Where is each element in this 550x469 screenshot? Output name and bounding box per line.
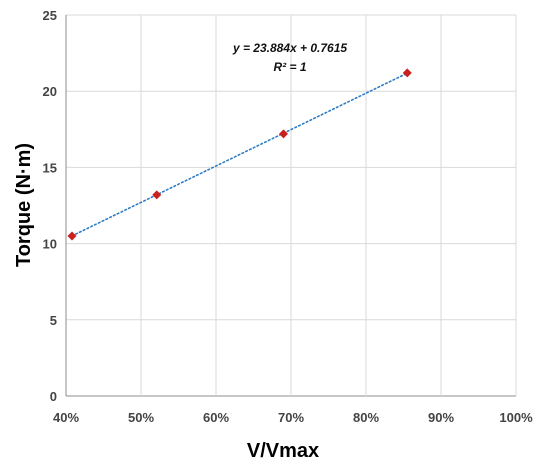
data-point (152, 190, 162, 200)
data-point (402, 68, 412, 78)
y-tick-labels: 0 5 10 15 20 25 (43, 8, 57, 404)
x-tick-label: 90% (428, 410, 454, 425)
trendline-group (71, 72, 409, 237)
y-tick-label: 25 (43, 8, 57, 23)
y-tick-label: 0 (50, 389, 57, 404)
y-tick-label: 5 (50, 313, 57, 328)
y-tick-label: 20 (43, 84, 57, 99)
data-point (279, 129, 288, 139)
x-tick-label: 40% (53, 410, 79, 425)
data-points (67, 68, 412, 241)
y-axis-title: Torque (N·m) (13, 143, 35, 267)
x-tick-label: 70% (278, 410, 304, 425)
x-tick-labels: 40% 50% 60% 70% 80% 90% 100% (53, 410, 533, 425)
x-tick-label: 100% (499, 410, 533, 425)
gridlines (65, 14, 517, 397)
x-tick-label: 50% (128, 410, 154, 425)
trendline-equation: y = 23.884x + 0.7615 (232, 41, 347, 55)
data-point (67, 231, 77, 241)
x-axis-title: V/Vmax (247, 440, 319, 462)
x-tick-label: 60% (203, 410, 229, 425)
trendline (71, 72, 409, 237)
trendline-r-squared: R² = 1 (273, 60, 306, 74)
y-tick-label: 10 (43, 237, 57, 252)
y-tick-label: 15 (43, 160, 57, 175)
x-tick-label: 80% (353, 410, 379, 425)
